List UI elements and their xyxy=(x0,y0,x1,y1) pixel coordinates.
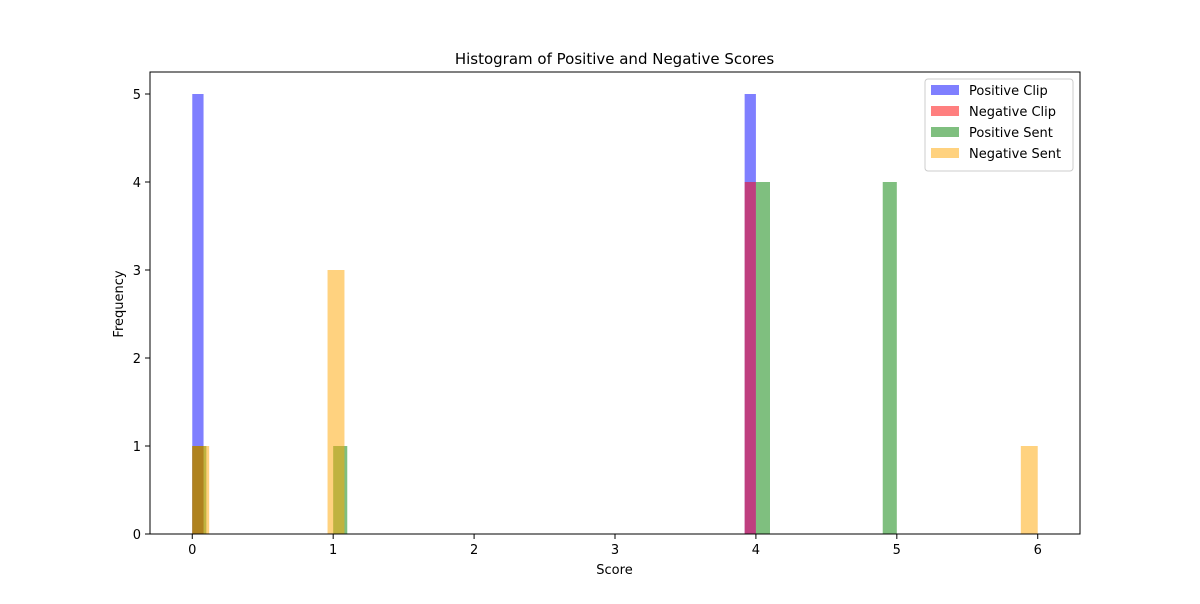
bar-positive-sent-2 xyxy=(755,182,770,534)
x-axis-label: Score xyxy=(596,563,632,578)
bar-negative-sent-0 xyxy=(192,446,210,534)
bar-negative-clip-1 xyxy=(744,182,756,534)
y-tick-label: 1 xyxy=(133,440,141,455)
x-tick-label: 4 xyxy=(752,543,760,558)
legend-swatch xyxy=(931,106,959,116)
bar-negative-sent-2 xyxy=(1020,446,1038,534)
y-tick-label: 3 xyxy=(133,264,141,279)
bar-positive-sent-3 xyxy=(882,182,897,534)
x-tick-label: 0 xyxy=(188,543,196,558)
legend-box xyxy=(924,78,1074,172)
y-axis-label: Frequency xyxy=(112,270,127,337)
x-tick-label: 5 xyxy=(893,543,901,558)
legend-label: Negative Sent xyxy=(969,147,1061,162)
y-tick-label: 0 xyxy=(133,528,141,543)
legend-label: Negative Clip xyxy=(969,105,1056,120)
legend-label: Positive Sent xyxy=(969,126,1053,141)
y-tick-label: 5 xyxy=(133,88,141,103)
axes-layer: 0 1 2 3 4 5 6 0 1 2 3 4 5 xyxy=(133,71,1081,558)
bar-positive-clip-0 xyxy=(192,94,204,534)
bars-layer xyxy=(192,94,1038,534)
chart-title: Histogram of Positive and Negative Score… xyxy=(455,50,774,68)
x-tick-label: 2 xyxy=(470,543,478,558)
x-tick-label: 3 xyxy=(611,543,619,558)
legend-label: Positive Clip xyxy=(969,84,1048,99)
legend-swatch xyxy=(931,127,959,137)
x-tick-label: 1 xyxy=(329,543,337,558)
y-tick-label: 4 xyxy=(133,176,141,191)
legend-swatch xyxy=(931,148,959,158)
legend-swatch xyxy=(931,85,959,95)
x-tick-label: 6 xyxy=(1034,543,1042,558)
bar-negative-sent-1 xyxy=(327,270,345,534)
legend: Positive Clip Negative Clip Positive Sent N… xyxy=(924,78,1074,172)
y-tick-label: 2 xyxy=(133,352,141,367)
